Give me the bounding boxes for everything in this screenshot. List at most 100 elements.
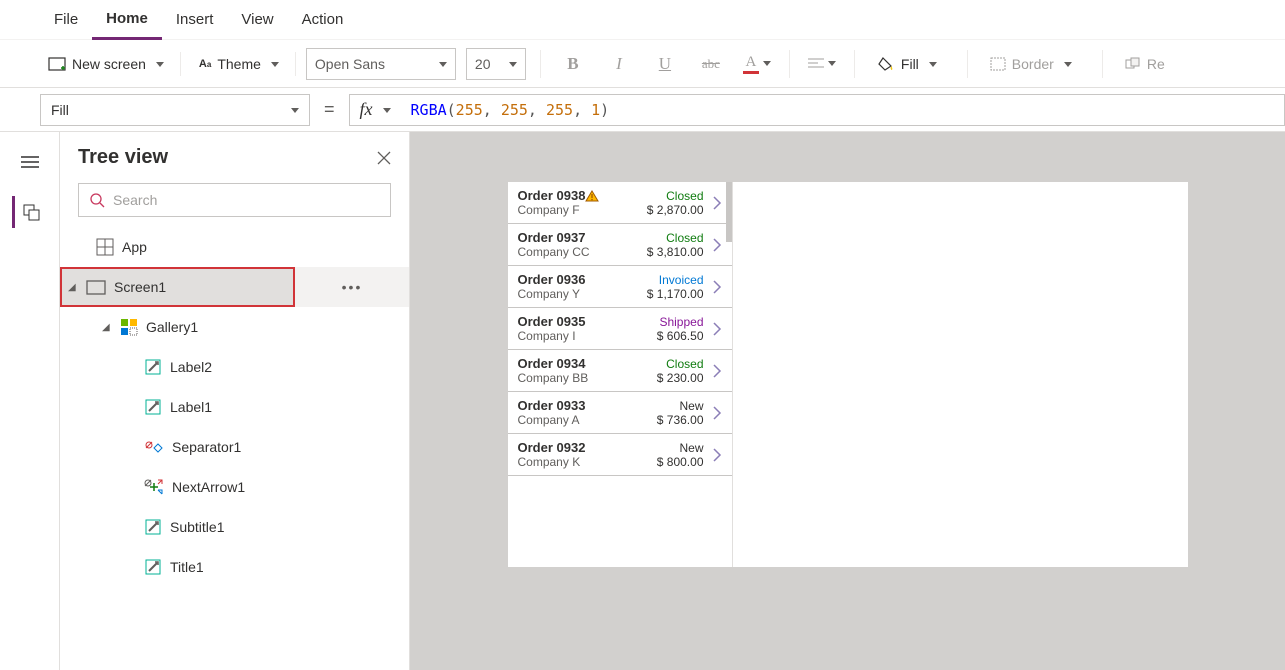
order-status: New bbox=[634, 399, 704, 413]
chevron-down-icon bbox=[287, 102, 299, 118]
order-amount: $ 230.00 bbox=[634, 371, 704, 385]
border-label: Border bbox=[1012, 56, 1054, 72]
order-company: Company F bbox=[518, 203, 634, 217]
search-placeholder: Search bbox=[113, 192, 157, 208]
gallery-item[interactable]: Order 0935Company IShipped$ 606.50 bbox=[508, 308, 732, 350]
underline-button[interactable]: U bbox=[647, 48, 683, 80]
search-icon bbox=[89, 192, 105, 208]
chevron-right-icon[interactable] bbox=[712, 195, 722, 211]
tree-list: App ◢ Screen1 ••• ◢Gallery1 Label2 Label1 Separ… bbox=[60, 227, 409, 670]
order-title: Order 0936 bbox=[518, 272, 634, 287]
gallery-item[interactable]: Order 0933Company ANew$ 736.00 bbox=[508, 392, 732, 434]
order-title: Order 0934 bbox=[518, 356, 634, 371]
tree-item-label: Subtitle1 bbox=[170, 519, 224, 535]
order-company: Company K bbox=[518, 455, 634, 469]
screen-preview[interactable]: Order 0938Company FClosed$ 2,870.00Order… bbox=[508, 182, 1188, 567]
tree-item-label: Label1 bbox=[170, 399, 212, 415]
equals-sign: = bbox=[324, 99, 335, 120]
formula-fn: RGBA bbox=[411, 101, 447, 119]
collapse-icon[interactable]: ◢ bbox=[102, 322, 112, 333]
chevron-right-icon[interactable] bbox=[712, 405, 722, 421]
reorder-icon bbox=[1125, 57, 1141, 71]
gallery-item[interactable]: Order 0936Company YInvoiced$ 1,170.00 bbox=[508, 266, 732, 308]
property-dropdown[interactable]: Fill bbox=[40, 94, 310, 126]
tree-item-label2[interactable]: Label2 bbox=[60, 347, 409, 387]
font-name: Open Sans bbox=[315, 56, 385, 72]
order-status: Closed bbox=[634, 357, 704, 371]
order-company: Company CC bbox=[518, 245, 634, 259]
chevron-right-icon[interactable] bbox=[712, 237, 722, 253]
order-amount: $ 800.00 bbox=[634, 455, 704, 469]
chevron-down-icon bbox=[824, 56, 836, 72]
tree-item-label: Separator1 bbox=[172, 439, 241, 455]
order-company: Company A bbox=[518, 413, 634, 427]
menubar-item-file[interactable]: File bbox=[40, 0, 92, 40]
chevron-right-icon[interactable] bbox=[712, 363, 722, 379]
order-status: Invoiced bbox=[634, 273, 704, 287]
gallery-item[interactable]: Order 0937Company CCClosed$ 3,810.00 bbox=[508, 224, 732, 266]
tree-item-subtitle1[interactable]: Subtitle1 bbox=[60, 507, 409, 547]
gallery-icon bbox=[120, 318, 138, 336]
tree-item-separator1[interactable]: Separator1 bbox=[60, 427, 409, 467]
fill-label: Fill bbox=[901, 56, 919, 72]
gallery-item[interactable]: Order 0934Company BBClosed$ 230.00 bbox=[508, 350, 732, 392]
tree-item-screen1[interactable]: ◢ Screen1 bbox=[60, 267, 295, 307]
reorder-button[interactable]: Re bbox=[1117, 52, 1181, 76]
menubar-item-view[interactable]: View bbox=[227, 0, 287, 40]
tree-item-app[interactable]: App bbox=[60, 227, 409, 267]
separator-icon bbox=[144, 440, 164, 454]
theme-button[interactable]: Aa Theme bbox=[191, 52, 296, 76]
bold-button[interactable]: B bbox=[555, 48, 591, 80]
align-button[interactable] bbox=[804, 48, 840, 80]
formula-bar: Fill = fx RGBA(255, 255, 255, 1) bbox=[0, 88, 1285, 132]
strike-button[interactable]: abc bbox=[693, 48, 729, 80]
reorder-label: Re bbox=[1147, 56, 1165, 72]
chevron-down-icon bbox=[152, 56, 164, 72]
scrollbar[interactable] bbox=[726, 182, 732, 242]
chevron-right-icon[interactable] bbox=[712, 447, 722, 463]
more-icon[interactable]: ••• bbox=[342, 279, 363, 295]
tree-item-label: Screen1 bbox=[114, 279, 166, 295]
ribbon: New screen Aa Theme Open Sans 20 B I U a… bbox=[0, 40, 1285, 88]
canvas: Order 0938Company FClosed$ 2,870.00Order… bbox=[410, 132, 1285, 670]
order-status: Shipped bbox=[634, 315, 704, 329]
order-title: Order 0935 bbox=[518, 314, 634, 329]
order-amount: $ 606.50 bbox=[634, 329, 704, 343]
tree-item-label: Label2 bbox=[170, 359, 212, 375]
tree-item-gallery1[interactable]: ◢Gallery1 bbox=[60, 307, 409, 347]
tree-item-nextarrow1[interactable]: NextArrow1 bbox=[60, 467, 409, 507]
chevron-right-icon[interactable] bbox=[712, 279, 722, 295]
hamburger-button[interactable] bbox=[14, 146, 46, 178]
menubar-item-home[interactable]: Home bbox=[92, 0, 162, 40]
menubar-item-insert[interactable]: Insert bbox=[162, 0, 228, 40]
font-size-dropdown[interactable]: 20 bbox=[466, 48, 526, 80]
fill-button[interactable]: Fill bbox=[869, 51, 953, 77]
tree-item-label: NextArrow1 bbox=[172, 479, 245, 495]
chevron-down-icon bbox=[267, 56, 279, 72]
chevron-right-icon[interactable] bbox=[712, 321, 722, 337]
formula-input[interactable]: RGBA(255, 255, 255, 1) bbox=[401, 94, 1285, 126]
tree-panel: Tree view Search App◢Screen1•••◢Gallery1… bbox=[60, 132, 410, 670]
font-color-button[interactable]: A bbox=[739, 48, 775, 80]
border-button[interactable]: Border bbox=[982, 52, 1088, 76]
tree-view-rail-button[interactable] bbox=[12, 196, 44, 228]
fx-button[interactable]: fx bbox=[349, 94, 401, 126]
search-input[interactable]: Search bbox=[78, 183, 391, 217]
new-screen-button[interactable]: New screen bbox=[40, 52, 181, 76]
tree-item-title1[interactable]: Title1 bbox=[60, 547, 409, 587]
italic-button[interactable]: I bbox=[601, 48, 637, 80]
tree-item-label1[interactable]: Label1 bbox=[60, 387, 409, 427]
collapse-icon[interactable]: ◢ bbox=[68, 282, 78, 293]
menubar-item-action[interactable]: Action bbox=[288, 0, 358, 40]
font-size: 20 bbox=[475, 56, 491, 72]
order-amount: $ 736.00 bbox=[634, 413, 704, 427]
gallery-item[interactable]: Order 0938Company FClosed$ 2,870.00 bbox=[508, 182, 732, 224]
gallery-preview[interactable]: Order 0938Company FClosed$ 2,870.00Order… bbox=[508, 182, 733, 567]
border-icon bbox=[990, 57, 1006, 71]
gallery-item[interactable]: Order 0932Company KNew$ 800.00 bbox=[508, 434, 732, 476]
font-dropdown[interactable]: Open Sans bbox=[306, 48, 456, 80]
tree-item-label: Title1 bbox=[170, 559, 204, 575]
tree-item-label: App bbox=[122, 239, 147, 255]
order-company: Company BB bbox=[518, 371, 634, 385]
close-icon[interactable] bbox=[377, 151, 391, 165]
